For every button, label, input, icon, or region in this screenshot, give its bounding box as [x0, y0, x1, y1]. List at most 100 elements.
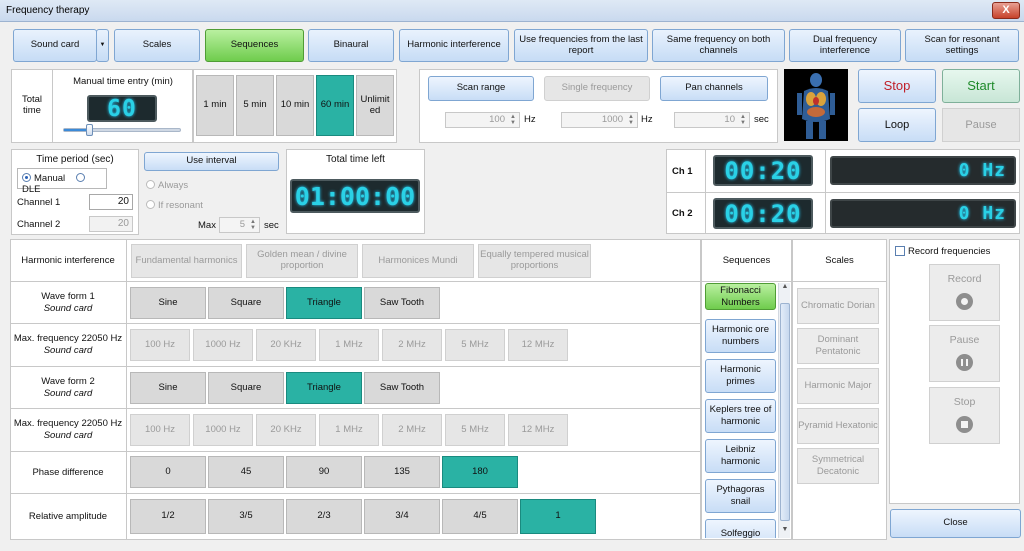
always-radio[interactable]	[146, 180, 155, 189]
amp-3-4[interactable]: 3/4	[364, 499, 440, 534]
scale-dominant-pentatonic[interactable]: Dominant Pentatonic	[797, 328, 879, 364]
freq1-12mhz[interactable]: 12 MHz	[508, 329, 568, 361]
freq2-12mhz[interactable]: 12 MHz	[508, 414, 568, 446]
freq2-100hz[interactable]: 100 Hz	[130, 414, 190, 446]
max-input[interactable]: 5 ▲ ▼	[219, 217, 260, 233]
wave1-square[interactable]: Square	[208, 287, 284, 319]
wave1-saw-tooth[interactable]: Saw Tooth	[364, 287, 440, 319]
amp-1-2[interactable]: 1/2	[130, 499, 206, 534]
phase-0[interactable]: 0	[130, 456, 206, 488]
time-slider-handle[interactable]	[86, 124, 93, 136]
sequences-scrollbar[interactable]: ▲ ▼	[778, 283, 790, 538]
scale-chromatic-dorian[interactable]: Chromatic Dorian	[797, 288, 879, 324]
sequence-solfeggio[interactable]: Solfeggio	[705, 519, 776, 538]
equally-tempered-button[interactable]: Equally tempered musical proportions	[478, 244, 591, 278]
dle-radio[interactable]	[75, 173, 85, 182]
manual-time-display[interactable]: 60	[87, 95, 157, 122]
freq2-5mhz[interactable]: 5 MHz	[445, 414, 505, 446]
use-last-report-button[interactable]: Use frequencies from the last report	[514, 29, 648, 62]
loop-button[interactable]: Loop	[858, 108, 936, 142]
wave1-triangle[interactable]: Triangle	[286, 287, 362, 319]
sequence-pythagoras[interactable]: Pythagoras snail	[705, 479, 776, 513]
phase-45[interactable]: 45	[208, 456, 284, 488]
scale-harmonic-major[interactable]: Harmonic Major	[797, 368, 879, 404]
always-option[interactable]: Always	[146, 180, 188, 191]
sound-card-button[interactable]: Sound card	[13, 29, 97, 62]
scale-symmetrical-decatonic[interactable]: Symmetrical Decatonic	[797, 448, 879, 484]
record-frequencies-checkbox[interactable]	[895, 246, 905, 256]
close-button[interactable]: Close	[890, 509, 1021, 538]
spinner-arrows-icon[interactable]: ▲ ▼	[628, 114, 634, 126]
golden-mean-button[interactable]: Golden mean / divine proportion	[246, 244, 358, 278]
phase-135[interactable]: 135	[364, 456, 440, 488]
freq2-20khz[interactable]: 20 KHz	[256, 414, 316, 446]
record-button[interactable]: Record	[929, 264, 1000, 321]
wave1-sine[interactable]: Sine	[130, 287, 206, 319]
freq1-1mhz[interactable]: 1 MHz	[319, 329, 379, 361]
spinner-arrows-icon[interactable]: ▲ ▼	[740, 114, 746, 126]
freq2-2mhz[interactable]: 2 MHz	[382, 414, 442, 446]
phase-90[interactable]: 90	[286, 456, 362, 488]
preset-60-min[interactable]: 60 min	[316, 75, 354, 136]
preset-unlimited[interactable]: Unlimited	[356, 75, 394, 136]
scroll-thumb[interactable]	[780, 303, 790, 521]
pan-channels-input[interactable]: 10 ▲ ▼	[674, 112, 750, 128]
time-slider-track[interactable]	[63, 124, 181, 136]
start-button[interactable]: Start	[942, 69, 1020, 103]
amp-1[interactable]: 1	[520, 499, 596, 534]
record-stop-button[interactable]: Stop	[929, 387, 1000, 444]
channel-1-input[interactable]: 20	[89, 194, 133, 210]
freq1-100hz[interactable]: 100 Hz	[130, 329, 190, 361]
sequence-keplers-tree[interactable]: Keplers tree of harmonic	[705, 399, 776, 433]
freq1-1000hz[interactable]: 1000 Hz	[193, 329, 253, 361]
wave2-sine[interactable]: Sine	[130, 372, 206, 404]
wave2-square[interactable]: Square	[208, 372, 284, 404]
sequences-list[interactable]: Fibonacci Numbers Harmonic ore numbers H…	[704, 283, 790, 538]
preset-5-min[interactable]: 5 min	[236, 75, 274, 136]
channel-2-input[interactable]: 20	[89, 216, 133, 232]
scroll-down-icon[interactable]: ▼	[781, 526, 789, 533]
sequence-leibniz[interactable]: Leibniz harmonic	[705, 439, 776, 473]
binaural-tab[interactable]: Binaural	[308, 29, 394, 62]
same-frequency-button[interactable]: Same frequency on both channels	[652, 29, 785, 62]
preset-10-min[interactable]: 10 min	[276, 75, 314, 136]
spinner-arrows-icon[interactable]: ▲ ▼	[250, 219, 256, 231]
harmonic-interference-tab[interactable]: Harmonic interference	[399, 29, 509, 62]
harmonices-mundi-button[interactable]: Harmonices Mundi	[362, 244, 474, 278]
scan-range-input[interactable]: 100 ▲ ▼	[445, 112, 520, 128]
sequence-fibonacci[interactable]: Fibonacci Numbers	[705, 283, 776, 310]
use-interval-button[interactable]: Use interval	[144, 152, 279, 171]
stop-button[interactable]: Stop	[858, 69, 936, 103]
wave2-triangle[interactable]: Triangle	[286, 372, 362, 404]
freq1-20khz[interactable]: 20 KHz	[256, 329, 316, 361]
pan-channels-button[interactable]: Pan channels	[660, 76, 768, 101]
freq2-1000hz[interactable]: 1000 Hz	[193, 414, 253, 446]
dual-frequency-button[interactable]: Dual frequency interference	[789, 29, 901, 62]
single-frequency-input[interactable]: 1000 ▲ ▼	[561, 112, 638, 128]
amp-2-3[interactable]: 2/3	[286, 499, 362, 534]
sound-card-dropdown-icon[interactable]: ▼	[96, 29, 109, 62]
sequence-harmonic-primes[interactable]: Harmonic primes	[705, 359, 776, 393]
amp-4-5[interactable]: 4/5	[442, 499, 518, 534]
if-resonant-radio[interactable]	[146, 200, 155, 209]
scroll-up-icon[interactable]: ▲	[781, 283, 789, 290]
sequence-harmonic-ore[interactable]: Harmonic ore numbers	[705, 319, 776, 353]
spinner-arrows-icon[interactable]: ▲ ▼	[510, 114, 516, 126]
freq1-5mhz[interactable]: 5 MHz	[445, 329, 505, 361]
scales-tab[interactable]: Scales	[114, 29, 200, 62]
pause-button[interactable]: Pause	[942, 108, 1020, 142]
sequences-tab[interactable]: Sequences	[205, 29, 304, 62]
scan-resonant-button[interactable]: Scan for resonant settings	[905, 29, 1019, 62]
fundamental-harmonics-button[interactable]: Fundamental harmonics	[131, 244, 242, 278]
scale-pyramid-hexatonic[interactable]: Pyramid Hexatonic	[797, 408, 879, 444]
single-frequency-button[interactable]: Single frequency	[544, 76, 650, 101]
record-frequencies-option[interactable]: Record frequencies	[895, 246, 990, 257]
manual-radio[interactable]	[22, 173, 31, 182]
wave2-saw-tooth[interactable]: Saw Tooth	[364, 372, 440, 404]
phase-180[interactable]: 180	[442, 456, 518, 488]
amp-3-5[interactable]: 3/5	[208, 499, 284, 534]
if-resonant-option[interactable]: If resonant	[146, 200, 203, 211]
freq1-2mhz[interactable]: 2 MHz	[382, 329, 442, 361]
record-pause-button[interactable]: Pause	[929, 325, 1000, 382]
scan-range-button[interactable]: Scan range	[428, 76, 534, 101]
